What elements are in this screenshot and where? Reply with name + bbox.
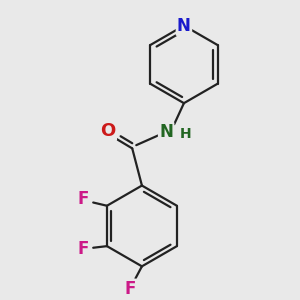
Text: O: O	[100, 122, 116, 140]
Text: N: N	[177, 16, 191, 34]
Text: F: F	[77, 240, 88, 258]
Text: F: F	[77, 190, 88, 208]
Text: H: H	[180, 127, 191, 141]
Text: N: N	[159, 123, 173, 141]
Text: F: F	[125, 280, 136, 298]
